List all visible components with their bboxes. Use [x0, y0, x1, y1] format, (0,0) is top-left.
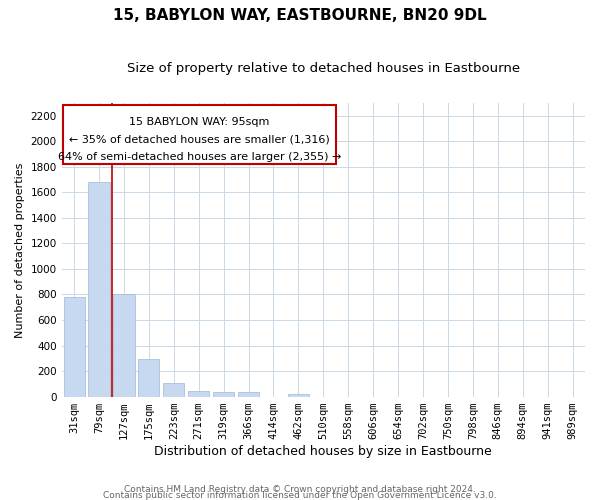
Y-axis label: Number of detached properties: Number of detached properties	[15, 162, 25, 338]
Text: Contains public sector information licensed under the Open Government Licence v3: Contains public sector information licen…	[103, 491, 497, 500]
Title: Size of property relative to detached houses in Eastbourne: Size of property relative to detached ho…	[127, 62, 520, 76]
Text: Contains HM Land Registry data © Crown copyright and database right 2024.: Contains HM Land Registry data © Crown c…	[124, 484, 476, 494]
Text: 15 BABYLON WAY: 95sqm: 15 BABYLON WAY: 95sqm	[129, 116, 269, 126]
Bar	[288, 394, 309, 396]
Bar	[113, 294, 134, 396]
Bar	[213, 392, 234, 396]
Text: ← 35% of detached houses are smaller (1,316): ← 35% of detached houses are smaller (1,…	[69, 134, 330, 144]
Text: 64% of semi-detached houses are larger (2,355) →: 64% of semi-detached houses are larger (…	[58, 152, 341, 162]
Text: 15, BABYLON WAY, EASTBOURNE, BN20 9DL: 15, BABYLON WAY, EASTBOURNE, BN20 9DL	[113, 8, 487, 22]
Bar	[63, 105, 336, 164]
Bar	[238, 392, 259, 396]
X-axis label: Distribution of detached houses by size in Eastbourne: Distribution of detached houses by size …	[154, 444, 492, 458]
Bar	[88, 182, 110, 396]
Bar	[188, 392, 209, 396]
Bar	[138, 359, 160, 397]
Bar	[64, 297, 85, 396]
Bar	[163, 382, 184, 396]
